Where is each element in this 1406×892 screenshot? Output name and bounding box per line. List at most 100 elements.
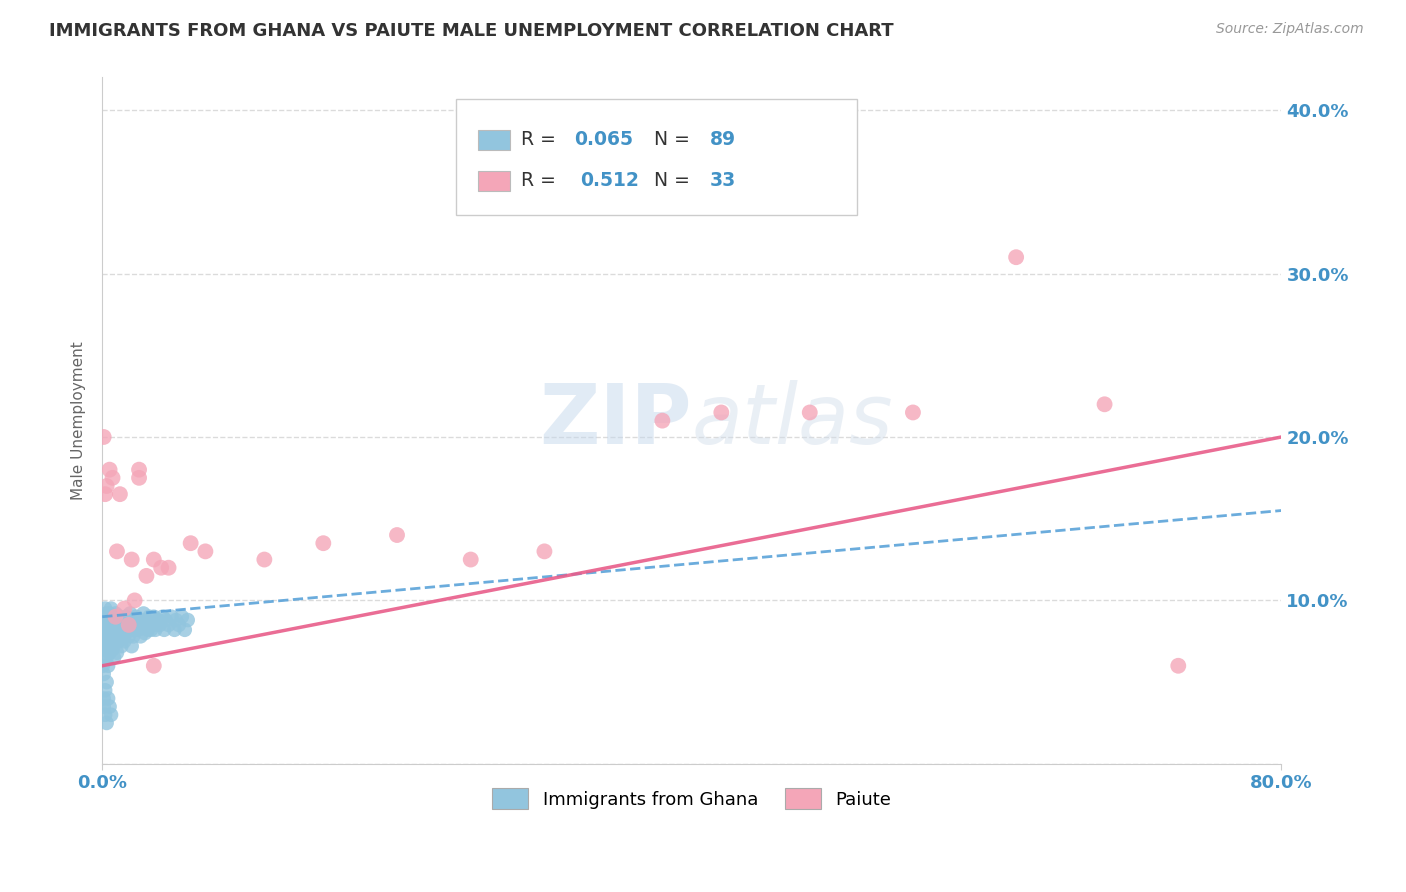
Point — [103, 613, 125, 627]
Point — [121, 639, 143, 653]
Point — [96, 634, 118, 648]
Point — [132, 607, 155, 621]
Point — [96, 650, 118, 665]
Point — [142, 552, 165, 566]
Point — [98, 607, 121, 621]
Point — [142, 609, 165, 624]
Point — [104, 609, 127, 624]
Point — [799, 405, 821, 419]
Point — [128, 613, 150, 627]
Point — [97, 691, 120, 706]
Point — [135, 569, 157, 583]
Point — [160, 609, 183, 624]
Y-axis label: Male Unemployment: Male Unemployment — [72, 342, 86, 500]
Point — [163, 623, 186, 637]
Point — [143, 623, 166, 637]
Point — [152, 609, 174, 624]
Point — [142, 658, 165, 673]
Point — [104, 607, 127, 621]
Point — [94, 487, 117, 501]
Point — [125, 609, 148, 624]
Point — [460, 552, 482, 566]
Point — [312, 536, 335, 550]
Point — [114, 626, 136, 640]
Point — [93, 609, 115, 624]
Legend: Immigrants from Ghana, Paiute: Immigrants from Ghana, Paiute — [478, 773, 905, 823]
Point — [94, 618, 117, 632]
Point — [148, 613, 170, 627]
Point — [111, 629, 134, 643]
Point — [103, 650, 125, 665]
Text: 89: 89 — [710, 129, 735, 149]
Point — [107, 618, 129, 632]
Point — [103, 634, 125, 648]
Point — [98, 463, 121, 477]
Point — [110, 639, 132, 653]
Point — [153, 623, 176, 637]
Point — [1094, 397, 1116, 411]
Text: atlas: atlas — [692, 380, 893, 461]
Point — [180, 536, 202, 550]
Point — [104, 623, 127, 637]
Text: IMMIGRANTS FROM GHANA VS PAIUTE MALE UNEMPLOYMENT CORRELATION CHART: IMMIGRANTS FROM GHANA VS PAIUTE MALE UNE… — [49, 22, 894, 40]
Point — [138, 609, 160, 624]
Point — [105, 646, 128, 660]
Point — [93, 634, 115, 648]
Point — [96, 607, 118, 621]
Point — [136, 623, 159, 637]
Point — [105, 629, 128, 643]
Point — [139, 623, 162, 637]
Point — [122, 613, 145, 627]
Point — [96, 618, 118, 632]
Point — [112, 601, 135, 615]
Point — [149, 618, 172, 632]
Point — [135, 613, 157, 627]
Point — [100, 601, 122, 615]
Point — [93, 642, 115, 657]
Point — [131, 618, 153, 632]
Point — [118, 629, 141, 643]
Point — [127, 623, 149, 637]
Point — [100, 707, 122, 722]
Point — [93, 667, 115, 681]
Point — [98, 699, 121, 714]
Text: 0.065: 0.065 — [574, 129, 633, 149]
Point — [118, 613, 141, 627]
Point — [1167, 658, 1189, 673]
Text: R =: R = — [520, 171, 568, 190]
Point — [165, 613, 187, 627]
Point — [134, 626, 156, 640]
Point — [108, 609, 131, 624]
Point — [124, 593, 146, 607]
Point — [194, 544, 217, 558]
FancyBboxPatch shape — [456, 99, 856, 215]
Point — [91, 658, 114, 673]
Point — [150, 560, 173, 574]
Point — [121, 552, 143, 566]
Point — [97, 639, 120, 653]
Point — [96, 479, 118, 493]
Point — [96, 716, 118, 731]
Point — [173, 623, 195, 637]
Point — [100, 618, 122, 632]
Text: N =: N = — [643, 129, 696, 149]
Point — [94, 626, 117, 640]
Point — [101, 642, 124, 657]
Point — [96, 675, 118, 690]
FancyBboxPatch shape — [478, 129, 510, 150]
FancyBboxPatch shape — [478, 170, 510, 192]
Point — [105, 544, 128, 558]
Point — [101, 471, 124, 485]
Point — [93, 699, 115, 714]
Point — [157, 560, 180, 574]
Point — [533, 544, 555, 558]
Point — [141, 618, 163, 632]
Point — [157, 618, 180, 632]
Point — [710, 405, 733, 419]
Point — [97, 658, 120, 673]
Point — [97, 613, 120, 627]
Text: 0.512: 0.512 — [579, 171, 638, 190]
Point — [97, 629, 120, 643]
Point — [93, 430, 115, 444]
Text: N =: N = — [643, 171, 696, 190]
